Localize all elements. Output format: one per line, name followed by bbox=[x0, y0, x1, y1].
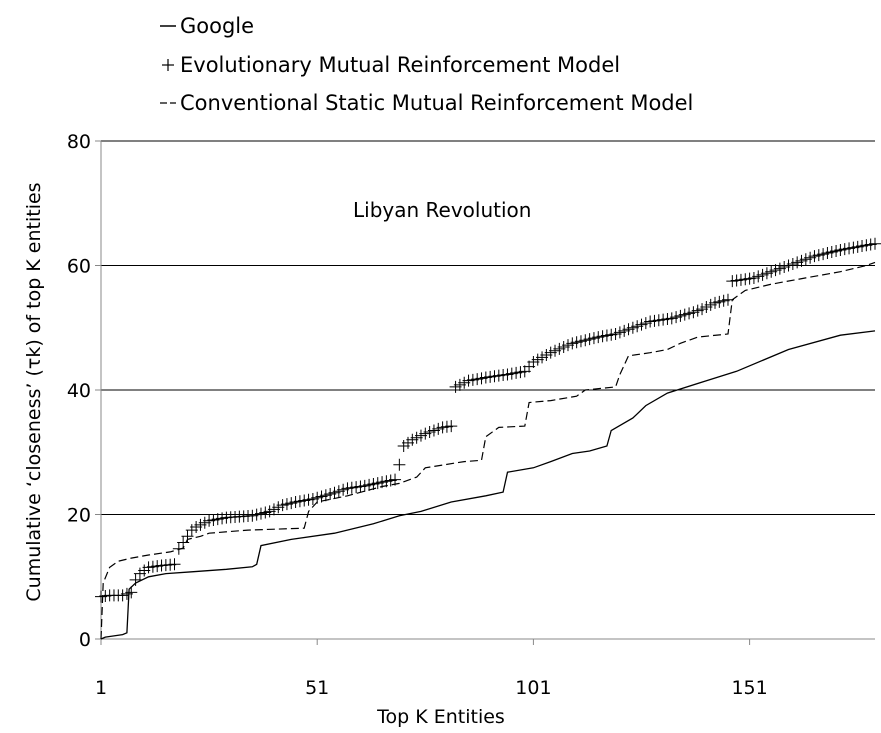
data-point-marker bbox=[168, 558, 181, 571]
gridlines bbox=[101, 140, 875, 515]
legend-line-icon bbox=[160, 25, 176, 27]
legend-item-evolutionary: Evolutionary Mutual Reinforcement Model bbox=[160, 53, 620, 77]
series-line-static bbox=[100, 261, 876, 640]
legend-label-static: Conventional Static Mutual Reinforcement… bbox=[180, 91, 694, 115]
y-tick-label: 60 bbox=[67, 256, 91, 278]
data-point-marker bbox=[869, 237, 881, 250]
x-tick-label: 101 bbox=[515, 677, 551, 699]
y-axis-title: Cumulative ‘closeness’ (τk) of top K ent… bbox=[23, 182, 45, 601]
legend-label-evolutionary: Evolutionary Mutual Reinforcement Model bbox=[180, 53, 621, 77]
series-markers-evolutionary bbox=[95, 237, 881, 603]
legend-plus-icon bbox=[162, 59, 174, 71]
data-point-marker bbox=[445, 420, 458, 433]
x-tick-label: 151 bbox=[731, 677, 767, 699]
data-point-marker bbox=[393, 458, 406, 471]
x-tick-label: 1 bbox=[95, 677, 107, 699]
legend-dash-icon bbox=[160, 102, 176, 104]
x-axis-title: Top K Entities bbox=[376, 706, 505, 728]
data-point-marker bbox=[177, 536, 190, 549]
legend-item-static: Conventional Static Mutual Reinforcement… bbox=[160, 91, 693, 115]
chart-annotation: Libyan Revolution bbox=[353, 198, 531, 222]
data-point-marker bbox=[129, 573, 142, 586]
data-point-marker bbox=[125, 586, 138, 599]
legend-item-google: Google bbox=[160, 14, 254, 38]
legend-label-google: Google bbox=[180, 14, 255, 38]
x-tick-label: 51 bbox=[305, 677, 329, 699]
y-tick-label: 80 bbox=[67, 131, 91, 153]
y-tick-label: 0 bbox=[79, 629, 91, 651]
y-tick-label: 40 bbox=[67, 380, 91, 402]
y-tick-label: 20 bbox=[67, 505, 91, 527]
series bbox=[95, 237, 881, 640]
